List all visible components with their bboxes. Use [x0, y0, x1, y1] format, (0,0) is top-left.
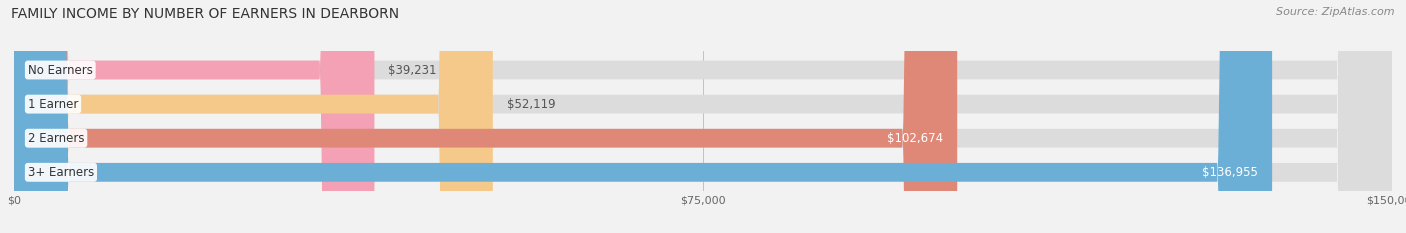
FancyBboxPatch shape [14, 0, 957, 233]
Text: 3+ Earners: 3+ Earners [28, 166, 94, 179]
Text: 1 Earner: 1 Earner [28, 98, 79, 111]
Text: $136,955: $136,955 [1202, 166, 1258, 179]
Text: Source: ZipAtlas.com: Source: ZipAtlas.com [1277, 7, 1395, 17]
FancyBboxPatch shape [14, 0, 1392, 233]
FancyBboxPatch shape [14, 0, 494, 233]
FancyBboxPatch shape [14, 0, 1392, 233]
FancyBboxPatch shape [14, 0, 1392, 233]
Text: $102,674: $102,674 [887, 132, 943, 145]
Text: No Earners: No Earners [28, 64, 93, 76]
Text: FAMILY INCOME BY NUMBER OF EARNERS IN DEARBORN: FAMILY INCOME BY NUMBER OF EARNERS IN DE… [11, 7, 399, 21]
Text: $39,231: $39,231 [388, 64, 437, 76]
FancyBboxPatch shape [14, 0, 1272, 233]
FancyBboxPatch shape [14, 0, 374, 233]
FancyBboxPatch shape [14, 0, 1392, 233]
Text: $52,119: $52,119 [506, 98, 555, 111]
Text: 2 Earners: 2 Earners [28, 132, 84, 145]
